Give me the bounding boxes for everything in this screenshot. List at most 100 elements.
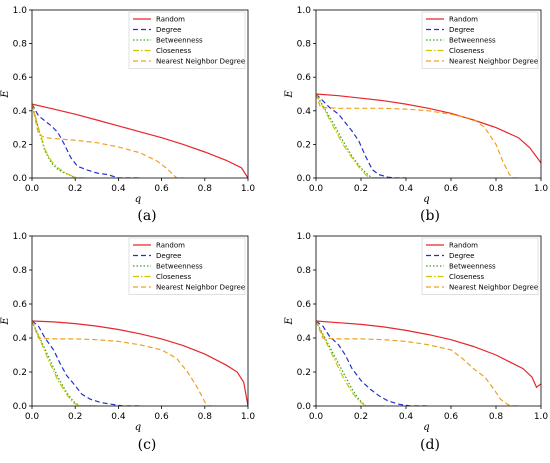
- y-tick-label-b: 0.6: [297, 73, 312, 83]
- legend-label-b: Random: [449, 16, 478, 24]
- y-tick-label-b: 1.0: [297, 6, 312, 16]
- legend-label-a: Nearest Neighbor Degree: [156, 58, 245, 66]
- series-line-b-degree: [316, 93, 406, 178]
- series-line-c-betweenness: [32, 320, 97, 406]
- y-tick-label-b: 0.2: [297, 140, 311, 150]
- legend-label-b: Nearest Neighbor Degree: [449, 58, 538, 66]
- y-tick-label-b: 0.0: [297, 174, 312, 184]
- x-tick-label-d: 0.0: [309, 412, 324, 422]
- x-axis-title-c: q: [135, 422, 141, 433]
- legend-b: Random Degree Betweenness Closeness Nearest …: [421, 11, 539, 69]
- y-axis-title-c: E: [0, 317, 11, 326]
- legend-label-c: Nearest Neighbor Degree: [156, 284, 245, 292]
- y-tick-label-a: 1.0: [13, 6, 28, 16]
- y-axis-title-d: E: [284, 317, 295, 326]
- legend-c: Random Degree Betweenness Closeness Nearest …: [128, 237, 246, 295]
- y-tick-label-c: 0.8: [13, 266, 28, 276]
- y-tick-label-c: 0.4: [13, 334, 28, 344]
- y-tick-label-c: 0.2: [13, 368, 27, 378]
- legend-label-d: Random: [449, 242, 478, 250]
- y-tick-label-a: 0.4: [13, 107, 28, 117]
- panel-label-a: (a): [137, 208, 157, 224]
- chart-panel-d: 0.0 0.2 0.4 0.6 0.8 1.0 0.0 0.2 0.4 0.6 0.8 1.0 q E Ra…: [284, 232, 548, 433]
- x-tick-label-c: 0.6: [154, 412, 169, 422]
- series-line-a-nearest-neighbor-degree: [32, 103, 184, 178]
- axes-frame-b: [315, 9, 542, 179]
- legend-label-c: Closeness: [156, 273, 191, 281]
- series-line-b-betweenness: [316, 93, 384, 178]
- x-tick-label-c: 0.8: [198, 412, 213, 422]
- series-line-d-random: [316, 320, 541, 389]
- x-tick-label-d: 0.4: [399, 412, 414, 422]
- series-line-c-degree: [32, 320, 140, 406]
- x-tick-label-d: 0.2: [354, 412, 368, 422]
- x-tick-label-c: 0.0: [25, 412, 40, 422]
- legend-d: Random Degree Betweenness Closeness Nearest …: [421, 237, 539, 295]
- series-line-c-closeness: [32, 320, 97, 406]
- chart-panel-a: 0.0 0.2 0.4 0.6 0.8 1.0 0.0 0.2 0.4 0.6 0.8 1.0 q E Ra…: [0, 6, 255, 205]
- legend-label-d: Closeness: [449, 273, 484, 281]
- series-line-d-degree: [316, 320, 429, 406]
- y-tick-label-a: 0.2: [13, 140, 27, 150]
- y-tick-label-d: 0.8: [297, 266, 312, 276]
- x-tick-label-a: 0.6: [154, 184, 169, 194]
- legend-label-d: Degree: [449, 252, 474, 260]
- legend-a: Random Degree Betweenness Closeness Nearest …: [128, 11, 246, 69]
- y-axis-title-a: E: [0, 90, 11, 99]
- x-tick-label-b: 0.2: [354, 184, 368, 194]
- legend-label-d: Betweenness: [449, 263, 496, 271]
- series-line-b-random: [316, 93, 541, 164]
- chart-panel-c: 0.0 0.2 0.4 0.6 0.8 1.0 0.0 0.2 0.4 0.6 0.8 1.0 q E Ra…: [0, 232, 255, 433]
- legend-label-b: Degree: [449, 26, 474, 34]
- x-tick-label-a: 0.4: [111, 184, 126, 194]
- series-line-d-betweenness: [316, 320, 384, 406]
- panel-label-b: (b): [420, 208, 440, 224]
- series-line-d-nearest-neighbor-degree: [316, 320, 519, 406]
- x-tick-label-d: 0.8: [489, 412, 504, 422]
- x-axis-title-b: q: [423, 194, 429, 205]
- legend-label-c: Random: [156, 242, 185, 250]
- series-line-b-nearest-neighbor-degree: [316, 93, 519, 178]
- panel-label-c: (c): [137, 437, 157, 453]
- legend-label-b: Betweenness: [449, 37, 496, 45]
- y-tick-label-d: 1.0: [297, 232, 312, 242]
- panel-label-d: (d): [420, 437, 440, 453]
- legend-label-c: Betweenness: [156, 263, 203, 271]
- legend-label-d: Nearest Neighbor Degree: [449, 284, 538, 292]
- x-tick-label-b: 0.0: [309, 184, 324, 194]
- x-tick-label-b: 0.8: [489, 184, 504, 194]
- legend-label-a: Degree: [156, 26, 181, 34]
- y-tick-label-d: 0.2: [297, 368, 311, 378]
- x-tick-label-b: 0.4: [399, 184, 414, 194]
- x-tick-label-c: 1.0: [241, 412, 256, 422]
- y-tick-label-c: 1.0: [13, 232, 28, 242]
- y-tick-label-a: 0.8: [13, 40, 28, 50]
- legend-label-b: Closeness: [449, 47, 484, 55]
- x-tick-label-a: 0.2: [68, 184, 82, 194]
- x-tick-label-b: 1.0: [534, 184, 549, 194]
- legend-label-a: Random: [156, 16, 185, 24]
- x-tick-label-c: 0.2: [68, 412, 82, 422]
- chart-panel-b: 0.0 0.2 0.4 0.6 0.8 1.0 0.0 0.2 0.4 0.6 0.8 1.0 q E Ra…: [284, 6, 548, 205]
- x-axis-title-d: q: [423, 422, 429, 433]
- legend-label-c: Degree: [156, 252, 181, 260]
- series-line-b-closeness: [316, 93, 384, 178]
- axes-frame-d: [315, 235, 542, 407]
- legend-label-a: Closeness: [156, 47, 191, 55]
- y-tick-label-d: 0.6: [297, 300, 312, 310]
- axes-frame-c: [31, 235, 249, 407]
- series-line-c-nearest-neighbor-degree: [32, 320, 216, 406]
- x-tick-label-b: 0.6: [444, 184, 459, 194]
- axes-frame-a: [31, 9, 249, 179]
- x-tick-label-a: 0.8: [198, 184, 213, 194]
- x-tick-label-a: 0.0: [25, 184, 40, 194]
- series-line-d-closeness: [316, 320, 384, 406]
- y-tick-label-c: 0.6: [13, 300, 28, 310]
- y-tick-label-c: 0.0: [13, 402, 28, 412]
- x-tick-label-d: 1.0: [534, 412, 549, 422]
- y-tick-label-a: 0.6: [13, 73, 28, 83]
- y-tick-label-d: 0.4: [297, 334, 312, 344]
- x-tick-label-a: 1.0: [241, 184, 256, 194]
